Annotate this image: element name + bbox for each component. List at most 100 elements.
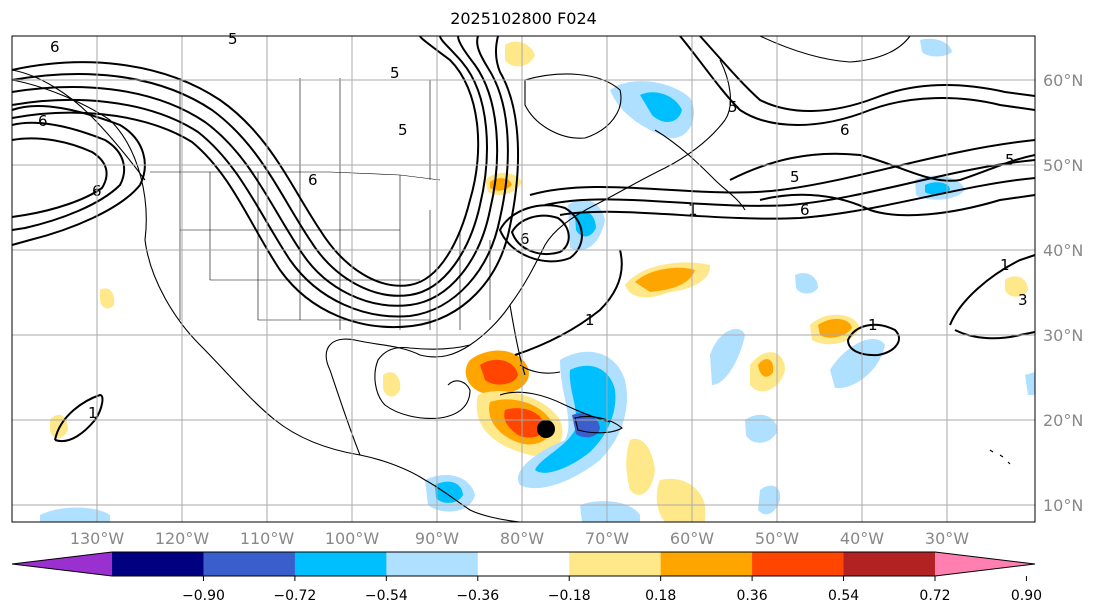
colorbar-segment xyxy=(294,552,387,576)
cold-anomaly-east-atlantic xyxy=(830,339,885,389)
cold-anomaly-hudson-core xyxy=(640,92,682,122)
warm-anomaly-mid-atlantic-core xyxy=(818,318,852,338)
colorbar-tick-label: −0.18 xyxy=(548,588,591,604)
map-title: 2025102800 F024 xyxy=(450,9,597,28)
contour-label: 3 xyxy=(1018,291,1028,309)
contour-label: 1 xyxy=(688,201,698,219)
contour-label: 5 xyxy=(790,168,800,186)
colorbar-segment xyxy=(752,552,845,576)
longitude-label: 120°W xyxy=(155,529,210,548)
warm-anomaly-jamaica-core xyxy=(504,408,545,438)
cold-anomaly-patch-2 xyxy=(710,328,745,385)
contour-label: 5 xyxy=(398,121,408,139)
warm-anomaly-central-atlantic-core xyxy=(758,359,774,377)
colorbar-tick-label: −0.36 xyxy=(456,588,499,604)
cold-anomaly-labrador xyxy=(920,38,952,57)
latitude-labels: 60°N 50°N 40°N 30°N 20°N 10°N xyxy=(1043,71,1083,515)
coast-hispaniola xyxy=(574,415,623,434)
colorbar-extend-high xyxy=(935,552,1035,576)
warm-anomaly-south-caribbean xyxy=(656,478,705,522)
cold-anomaly-patch-3 xyxy=(745,414,778,443)
contour-label: 1 xyxy=(88,404,98,422)
graticule xyxy=(12,36,1035,522)
map-frame xyxy=(11,35,1036,523)
colorbar xyxy=(11,551,1036,577)
contour-jet-east xyxy=(529,139,1036,196)
colorbar-segment xyxy=(386,552,479,576)
contour-west-trough xyxy=(11,35,480,287)
coast-cuba xyxy=(499,391,611,423)
warm-anomaly-mexico xyxy=(383,372,401,397)
cold-anomaly-nw-atlantic-core xyxy=(575,211,596,237)
colorbar-extend-low xyxy=(12,552,112,576)
latitude-label: 20°N xyxy=(1043,411,1083,430)
colorbar-segment xyxy=(660,552,753,576)
storm-center-marker xyxy=(537,420,555,438)
latitude-label: 60°N xyxy=(1043,71,1083,90)
colorbar-segment xyxy=(569,552,662,576)
colorbar-segment xyxy=(203,552,296,576)
contour-label: 6 xyxy=(308,171,318,189)
anomaly-shading xyxy=(40,38,1035,522)
colorbar-tick-label: −0.90 xyxy=(182,588,225,604)
colorbar-segment xyxy=(112,552,204,576)
contour-label: 5 xyxy=(228,30,238,48)
colorbar-tick-label: −0.54 xyxy=(365,588,408,604)
cold-anomaly-south-caribbean-2 xyxy=(580,501,640,522)
contour-label: 5 xyxy=(390,64,400,82)
contour-label: 6 xyxy=(520,230,530,248)
contour-label: 6 xyxy=(38,112,48,130)
contour-one-southeast xyxy=(514,249,623,356)
contour-label: 6 xyxy=(840,121,850,139)
colorbar-tick-label: 0.72 xyxy=(919,588,950,604)
longitude-label: 100°W xyxy=(325,529,380,548)
contour-label: 1 xyxy=(585,311,595,329)
coast-north-america xyxy=(11,59,731,523)
coast-islands-ne xyxy=(989,449,1011,465)
cold-anomaly-far-east xyxy=(1025,372,1035,395)
colorbar-tick-label: 0.36 xyxy=(737,588,768,604)
warm-anomaly-far-east xyxy=(1005,276,1028,297)
contour-label: 6 xyxy=(50,38,60,56)
longitude-label: 90°W xyxy=(415,529,459,548)
coast-yucatan xyxy=(439,380,471,419)
latitude-label: 30°N xyxy=(1043,326,1083,345)
cold-anomaly-haiti-core xyxy=(572,413,600,438)
longitude-label: 60°W xyxy=(670,529,714,548)
contour-label: 1 xyxy=(1000,256,1010,274)
latitude-label: 50°N xyxy=(1043,156,1083,175)
coast-greenland xyxy=(759,35,911,63)
colorbar-tick-label: −0.72 xyxy=(273,588,316,604)
longitude-label: 50°W xyxy=(755,529,799,548)
latitude-label: 10°N xyxy=(1043,496,1083,515)
warm-anomaly-pacific-nw xyxy=(100,288,115,309)
longitude-label: 80°W xyxy=(500,529,544,548)
longitude-labels: 130°W 120°W 110°W 100°W 90°W 80°W 70°W 60°W 50°W… xyxy=(70,529,969,548)
contour-label: 5 xyxy=(728,98,738,116)
warm-anomaly-baffin xyxy=(505,41,535,67)
cold-anomaly-azores xyxy=(795,273,818,294)
colorbar-outline xyxy=(11,551,1036,577)
height-contours xyxy=(11,35,1036,443)
colorbar-segment xyxy=(477,552,570,576)
cold-anomaly-pacific-sw xyxy=(40,507,110,522)
colorbar-tick-label: 0.54 xyxy=(828,588,859,604)
warm-anomaly-lesser-antilles xyxy=(626,438,655,495)
cold-anomaly-central-america-core xyxy=(435,481,463,503)
colorbar-tick-label: 0.18 xyxy=(645,588,676,604)
coastlines xyxy=(11,35,1011,523)
contour-pacific-loop xyxy=(11,104,146,246)
cold-anomaly-south-atlantic xyxy=(758,485,781,515)
latitude-label: 40°N xyxy=(1043,241,1083,260)
contour-label: 6 xyxy=(800,201,810,219)
longitude-label: 110°W xyxy=(240,529,295,548)
colorbar-segment xyxy=(843,552,936,576)
cold-anomaly-greenland-sea-core xyxy=(925,182,950,195)
contour-label: 1 xyxy=(868,316,878,334)
contour-one-mid xyxy=(846,323,900,357)
contour-label: 5 xyxy=(1005,151,1015,169)
contour-one-pacific xyxy=(54,393,104,443)
longitude-label: 30°W xyxy=(925,529,969,548)
warm-anomaly-atlantic-core xyxy=(635,267,695,292)
